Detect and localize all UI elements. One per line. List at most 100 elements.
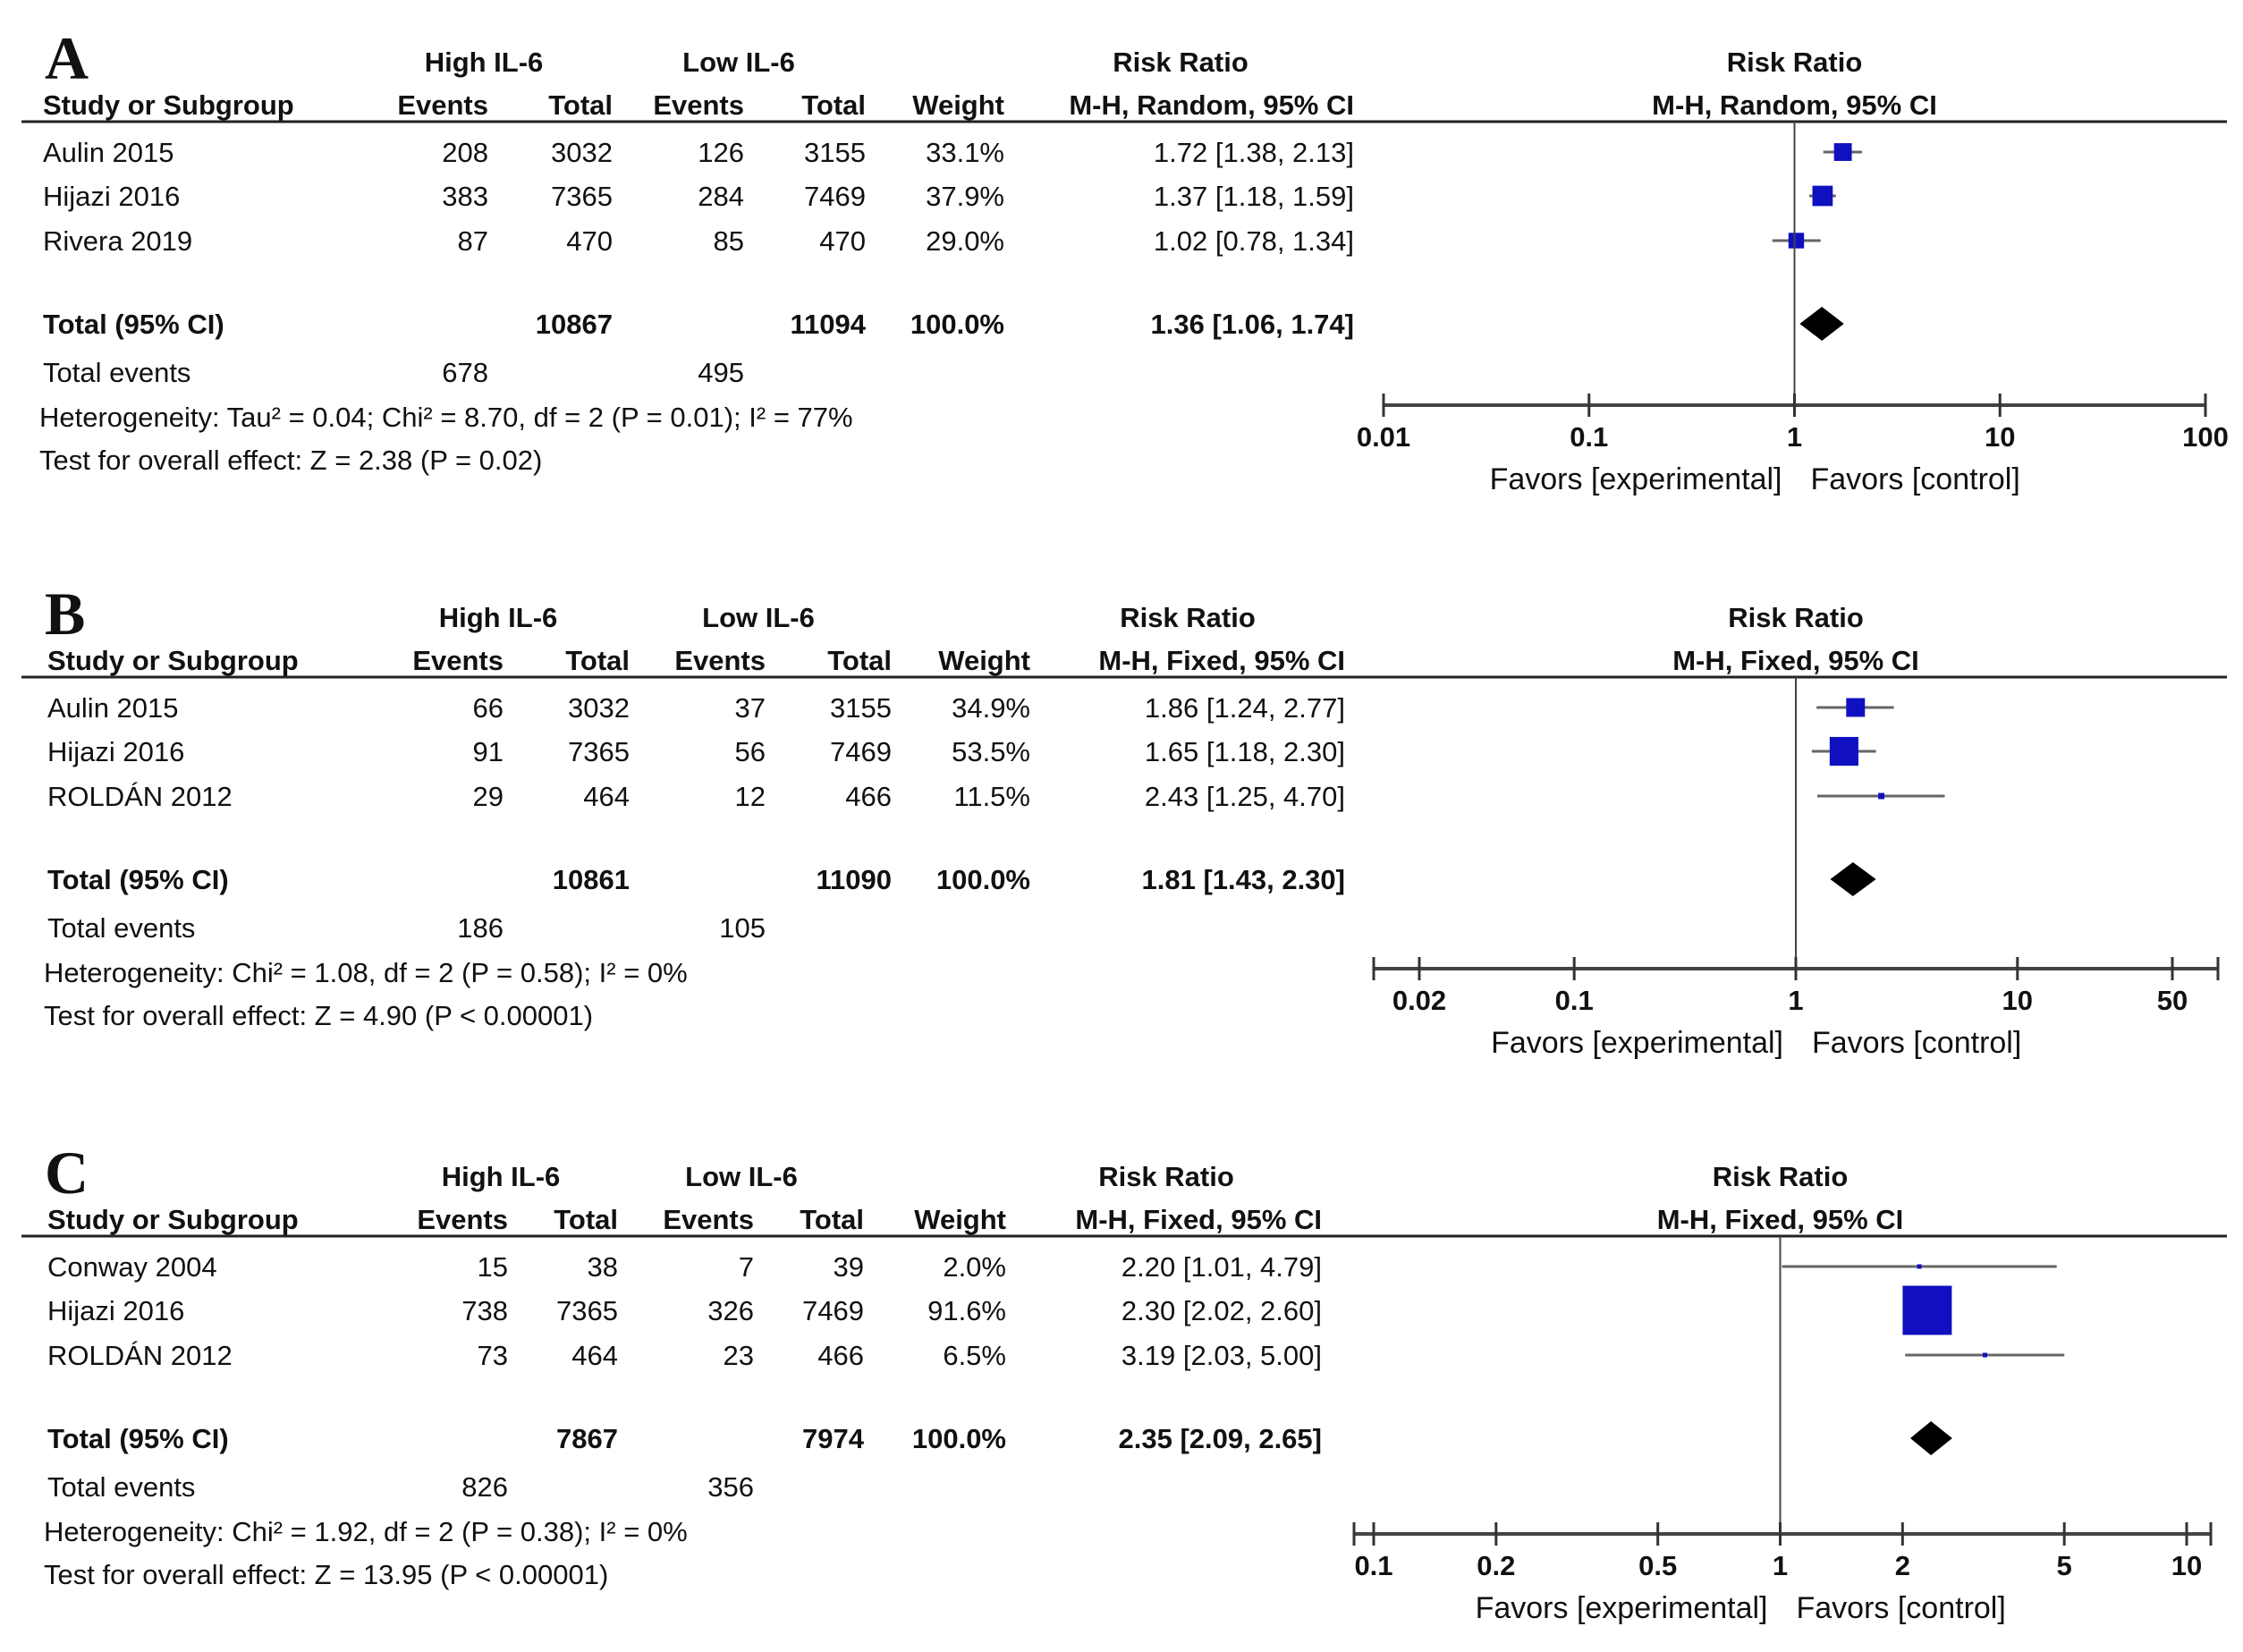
column-header: Total (565, 645, 630, 676)
group1-events: 91 (473, 736, 504, 767)
group1-events: 29 (473, 781, 504, 812)
x-tick-label: 100 (2182, 421, 2229, 453)
group2-events: 284 (698, 181, 744, 212)
group2-total: 7469 (804, 181, 866, 212)
effect-marker (1788, 233, 1805, 249)
group1-total: 3032 (551, 137, 613, 168)
group1-total: 7867 (556, 1423, 618, 1454)
study-row: Hijazi 2016 738 7365 326 7469 91.6% 2.30 [2.02… (47, 1285, 1952, 1335)
x-tick-label: 10 (1985, 421, 2015, 453)
x-tick-label: 10 (2171, 1550, 2202, 1581)
group2-header: Low IL-6 (685, 1161, 798, 1192)
x-tick-label: 5 (2057, 1550, 2072, 1581)
group1-events: 66 (473, 692, 504, 724)
pooled-diamond (1799, 307, 1844, 341)
column-header: Events (417, 1204, 508, 1235)
column-header: Study or Subgroup (47, 645, 299, 676)
risk-ratio-ci: 2.43 [1.25, 4.70] (1145, 781, 1345, 812)
group1-header: High IL-6 (425, 47, 544, 78)
total-label: Total (95% CI) (47, 864, 229, 895)
group1-events: 738 (461, 1295, 508, 1326)
group2-total: 7469 (830, 736, 892, 767)
weight: 100.0% (936, 864, 1030, 895)
favors-experimental-label: Favors [experimental] (1490, 462, 1782, 496)
group2-total: 39 (834, 1251, 864, 1283)
group2-total-events: 495 (698, 357, 744, 388)
overall-effect-test: Test for overall effect: Z = 2.38 (P = 0… (39, 445, 542, 476)
risk-ratio-header: Risk Ratio (1120, 602, 1256, 633)
group1-total: 10861 (553, 864, 630, 895)
total-label: Total (95% CI) (47, 1423, 229, 1454)
plot-title: Risk Ratio (1713, 1161, 1849, 1192)
group1-events: 208 (442, 137, 488, 168)
column-header: Events (674, 645, 766, 676)
weight: 53.5% (952, 736, 1030, 767)
favors-experimental-label: Favors [experimental] (1476, 1591, 1768, 1625)
risk-ratio-ci: 1.81 [1.43, 2.30] (1142, 864, 1346, 895)
column-header: Weight (938, 645, 1030, 676)
group1-events: 15 (478, 1251, 508, 1283)
risk-ratio-ci: 2.30 [2.02, 2.60] (1122, 1295, 1322, 1326)
total-row: Total (95% CI) 7867 7974 100.0% 2.35 [2.09, … (47, 1421, 1952, 1455)
x-tick-label: 0.01 (1357, 421, 1410, 453)
group2-events: 7 (739, 1251, 754, 1283)
risk-ratio-ci: 2.20 [1.01, 4.79] (1122, 1251, 1322, 1283)
risk-ratio-header: Risk Ratio (1098, 1161, 1234, 1192)
group2-events: 37 (735, 692, 766, 724)
panel-b: B High IL-6 Low IL-6 Risk Ratio Study or Sub… (21, 580, 2227, 1060)
column-header: Total (554, 1204, 618, 1235)
group2-events: 126 (698, 137, 744, 168)
risk-ratio-ci: 1.86 [1.24, 2.77] (1145, 692, 1345, 724)
favors-experimental-label: Favors [experimental] (1491, 1026, 1783, 1060)
column-header: Weight (912, 89, 1004, 121)
group1-header: High IL-6 (439, 602, 558, 633)
weight: 100.0% (910, 309, 1004, 340)
group2-header: Low IL-6 (702, 602, 815, 633)
group2-total: 11090 (817, 864, 893, 895)
x-tick-label: 2 (1895, 1550, 1910, 1581)
weight: 2.0% (943, 1251, 1006, 1283)
group1-total: 10867 (536, 309, 613, 340)
study-row: ROLDÁN 2012 29 464 12 466 11.5% 2.43 [1.25, 4.… (47, 781, 1945, 812)
plot-title: Risk Ratio (1728, 602, 1864, 633)
x-tick-label: 10 (2002, 985, 2033, 1016)
effect-marker (1878, 792, 1885, 800)
panel-c: C High IL-6 Low IL-6 Risk Ratio Study or Sub… (21, 1139, 2227, 1625)
panel-letter: A (45, 24, 89, 92)
effect-marker (1917, 1264, 1922, 1269)
column-header: Total (801, 89, 866, 121)
group2-events: 56 (735, 736, 766, 767)
effect-marker (1812, 185, 1833, 207)
risk-ratio-header: Risk Ratio (1113, 47, 1248, 78)
group2-total-events: 356 (707, 1471, 754, 1503)
group2-total: 3155 (804, 137, 866, 168)
effect-marker (1846, 698, 1866, 717)
group1-events: 87 (458, 225, 488, 257)
risk-ratio-ci: 2.35 [2.09, 2.65] (1119, 1423, 1323, 1454)
favors-control-label: Favors [control] (1811, 462, 2020, 496)
column-header: Total (827, 645, 892, 676)
weight: 37.9% (926, 181, 1004, 212)
plot-method: M-H, Random, 95% CI (1652, 89, 1937, 121)
weight: 33.1% (926, 137, 1004, 168)
group2-header: Low IL-6 (682, 47, 795, 78)
group1-total: 7365 (556, 1295, 618, 1326)
total-events-label: Total events (47, 912, 195, 944)
risk-ratio-ci: 1.36 [1.06, 1.74] (1151, 309, 1355, 340)
study-row: Conway 2004 15 38 7 39 2.0% 2.20 [1.01, 4.79] (47, 1251, 2057, 1283)
effect-marker (1833, 143, 1852, 161)
column-header: M-H, Fixed, 95% CI (1075, 1204, 1322, 1235)
heterogeneity-stats: Heterogeneity: Chi² = 1.92, df = 2 (P = … (44, 1516, 688, 1547)
group2-events: 326 (707, 1295, 754, 1326)
pooled-diamond (1910, 1421, 1952, 1455)
study-row: Aulin 2015 66 3032 37 3155 34.9% 1.86 [1.24, 2… (47, 692, 1894, 724)
favors-control-label: Favors [control] (1797, 1591, 2006, 1625)
group1-total: 7365 (568, 736, 630, 767)
x-tick-label: 1 (1773, 1550, 1788, 1581)
group1-events: 383 (442, 181, 488, 212)
column-header: Study or Subgroup (43, 89, 294, 121)
group2-total: 7974 (802, 1423, 865, 1454)
total-events-label: Total events (43, 357, 190, 388)
column-header: Weight (914, 1204, 1006, 1235)
